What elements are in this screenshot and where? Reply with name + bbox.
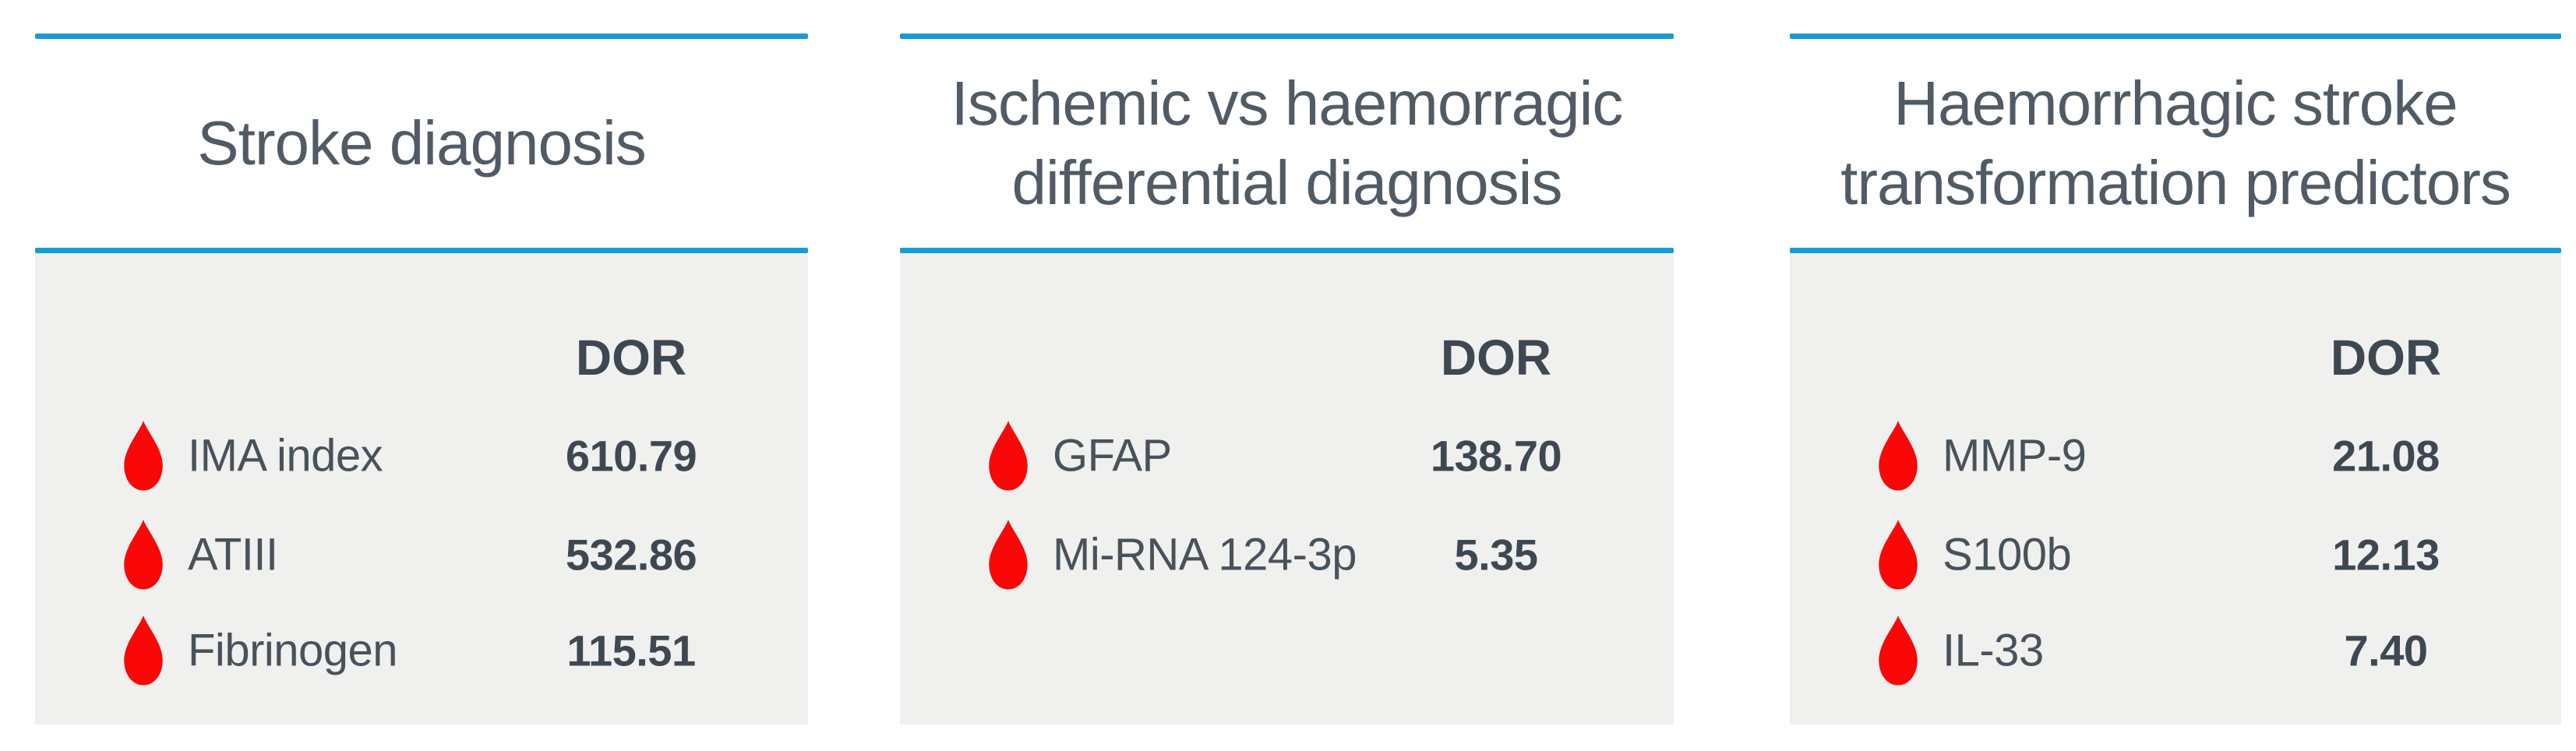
dor-column-header: DOR (575, 330, 687, 386)
biomarker-label: S100b (1943, 529, 2072, 580)
biomarker-panel-2: Ischemic vs haemorragic differential diag… (900, 0, 1674, 751)
biomarker-label: ATIII (188, 529, 278, 580)
panel-title-line: differential diagnosis (1011, 148, 1563, 217)
biomarker-label: Mi-RNA 124-3p (1053, 529, 1357, 580)
biomarker-table: DOR MMP-9 21.08 S100b 12.13 IL-33 7.40 (1790, 253, 2561, 725)
dor-column-header: DOR (2330, 330, 2442, 386)
panel-title-line: Haemorrhagic stroke (1893, 68, 2458, 138)
biomarker-row: ATIII 532.86 (35, 504, 808, 605)
biomarker-row: IL-33 7.40 (1790, 600, 2561, 701)
biomarker-table: DOR GFAP 138.70 Mi-RNA 124-3p 5.35 (900, 253, 1674, 725)
blood-drop-icon (124, 615, 163, 686)
biomarker-row: GFAP 138.70 (900, 405, 1674, 506)
panel-title-line: transformation predictors (1840, 148, 2511, 217)
dor-value: 138.70 (1430, 431, 1562, 481)
panel-divider-rule (1790, 248, 2561, 253)
dor-value: 5.35 (1454, 530, 1539, 580)
biomarker-label: IL-33 (1943, 625, 2044, 676)
biomarker-row: IMA index 610.79 (35, 405, 808, 506)
dor-column-header: DOR (1440, 330, 1552, 386)
biomarker-row: MMP-9 21.08 (1790, 405, 2561, 506)
blood-drop-icon (989, 519, 1028, 590)
biomarker-table: DOR IMA index 610.79 ATIII 532.86 Fibrin… (35, 253, 808, 725)
dor-value: 610.79 (565, 431, 697, 481)
biomarker-row: Fibrinogen 115.51 (35, 600, 808, 701)
dor-value: 12.13 (2332, 530, 2440, 580)
biomarker-row: Mi-RNA 124-3p 5.35 (900, 504, 1674, 605)
biomarker-label: IMA index (188, 430, 383, 481)
blood-drop-icon (1879, 615, 1918, 686)
dor-value: 115.51 (566, 626, 696, 675)
biomarker-label: MMP-9 (1943, 430, 2087, 481)
biomarker-panel-1: Stroke diagnosis DOR IMA index 610.79 AT… (35, 0, 808, 751)
blood-drop-icon (989, 420, 1028, 491)
panel-title-line: Stroke diagnosis (197, 108, 646, 178)
blood-drop-icon (124, 420, 163, 491)
blood-drop-icon (124, 519, 163, 590)
panel-top-rule (35, 33, 808, 39)
blood-drop-icon (1879, 420, 1918, 491)
panel-title: Stroke diagnosis (19, 39, 824, 248)
dor-value: 7.40 (2344, 626, 2429, 675)
biomarker-row: S100b 12.13 (1790, 504, 2561, 605)
dor-value: 21.08 (2332, 431, 2440, 481)
biomarker-label: GFAP (1053, 430, 1172, 481)
panel-title-line: Ischemic vs haemorragic (951, 68, 1624, 138)
panel-divider-rule (900, 248, 1674, 253)
dor-value: 532.86 (565, 530, 697, 580)
biomarker-label: Fibrinogen (188, 625, 398, 676)
biomarker-panel-3: Haemorrhagic stroke transformation predic… (1790, 0, 2561, 751)
panel-top-rule (1790, 33, 2561, 39)
panel-divider-rule (35, 248, 808, 253)
panel-title: Ischemic vs haemorragic differential diag… (884, 39, 1689, 248)
panel-top-rule (900, 33, 1674, 39)
panel-title: Haemorrhagic stroke transformation predic… (1774, 39, 2576, 248)
blood-drop-icon (1879, 519, 1918, 590)
